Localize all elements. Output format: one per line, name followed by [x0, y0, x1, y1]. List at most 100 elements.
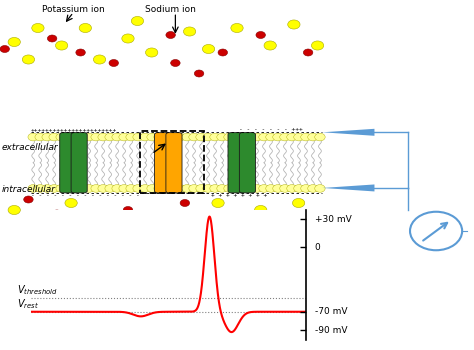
- Circle shape: [166, 32, 175, 38]
- Circle shape: [146, 48, 158, 57]
- Circle shape: [105, 133, 115, 141]
- Circle shape: [154, 184, 164, 192]
- Circle shape: [202, 44, 215, 54]
- Circle shape: [35, 133, 46, 141]
- Circle shape: [189, 184, 199, 192]
- Circle shape: [70, 184, 81, 192]
- Circle shape: [218, 214, 228, 220]
- Circle shape: [189, 133, 199, 141]
- Circle shape: [287, 184, 297, 192]
- Circle shape: [224, 184, 234, 192]
- Circle shape: [77, 184, 87, 192]
- Circle shape: [89, 212, 101, 222]
- Circle shape: [161, 184, 171, 192]
- Circle shape: [93, 55, 106, 64]
- Circle shape: [218, 49, 228, 56]
- Circle shape: [63, 133, 73, 141]
- Circle shape: [303, 49, 313, 56]
- Circle shape: [123, 206, 133, 214]
- Circle shape: [224, 133, 234, 141]
- Circle shape: [266, 133, 276, 141]
- Circle shape: [266, 184, 276, 192]
- Circle shape: [410, 212, 462, 250]
- FancyBboxPatch shape: [239, 133, 255, 193]
- Circle shape: [91, 184, 101, 192]
- Circle shape: [238, 133, 248, 141]
- Circle shape: [196, 133, 206, 141]
- FancyBboxPatch shape: [155, 133, 171, 193]
- Circle shape: [217, 184, 227, 192]
- Text: + + + + + + + +: + + + + + + + +: [211, 193, 267, 198]
- Circle shape: [84, 133, 94, 141]
- Text: $V_{threshold}$: $V_{threshold}$: [17, 283, 58, 297]
- Circle shape: [238, 184, 248, 192]
- Circle shape: [133, 133, 143, 141]
- Circle shape: [8, 37, 20, 47]
- Text: - - - - - - - - - - - - - - -: - - - - - - - - - - - - - - -: [31, 193, 139, 198]
- Circle shape: [308, 133, 318, 141]
- Circle shape: [280, 184, 290, 192]
- Circle shape: [183, 212, 196, 222]
- Circle shape: [91, 133, 101, 141]
- FancyBboxPatch shape: [60, 133, 76, 193]
- Circle shape: [35, 184, 46, 192]
- Circle shape: [210, 184, 220, 192]
- Text: $V_{rest}$: $V_{rest}$: [17, 297, 39, 311]
- Circle shape: [252, 133, 262, 141]
- Text: extracellular: extracellular: [2, 142, 58, 152]
- Circle shape: [140, 184, 150, 192]
- FancyBboxPatch shape: [228, 133, 244, 193]
- Circle shape: [264, 41, 276, 50]
- Circle shape: [180, 199, 190, 206]
- Circle shape: [182, 184, 192, 192]
- Circle shape: [259, 184, 269, 192]
- Circle shape: [183, 27, 196, 36]
- Circle shape: [292, 198, 305, 208]
- Circle shape: [315, 133, 325, 141]
- Circle shape: [294, 133, 304, 141]
- Circle shape: [245, 184, 255, 192]
- Circle shape: [22, 55, 35, 64]
- Circle shape: [24, 196, 33, 203]
- Circle shape: [0, 46, 9, 52]
- Circle shape: [119, 133, 129, 141]
- Text: -90 mV: -90 mV: [315, 326, 347, 335]
- Circle shape: [301, 184, 311, 192]
- Circle shape: [49, 184, 59, 192]
- Circle shape: [273, 133, 283, 141]
- Circle shape: [231, 216, 243, 225]
- Circle shape: [28, 133, 38, 141]
- Circle shape: [256, 32, 265, 38]
- Text: - - - - - - - +++: - - - - - - - +++: [239, 127, 303, 132]
- Circle shape: [231, 133, 241, 141]
- Circle shape: [56, 184, 66, 192]
- Circle shape: [90, 220, 100, 228]
- Circle shape: [294, 184, 304, 192]
- Circle shape: [77, 133, 87, 141]
- Circle shape: [140, 133, 150, 141]
- Circle shape: [112, 133, 122, 141]
- Circle shape: [42, 133, 53, 141]
- Circle shape: [126, 184, 137, 192]
- Circle shape: [175, 133, 185, 141]
- Polygon shape: [322, 129, 374, 136]
- Circle shape: [196, 184, 206, 192]
- Circle shape: [49, 133, 59, 141]
- Circle shape: [280, 133, 290, 141]
- Circle shape: [122, 34, 134, 43]
- Circle shape: [161, 133, 171, 141]
- Text: -70 mV: -70 mV: [315, 307, 347, 316]
- FancyBboxPatch shape: [166, 133, 182, 193]
- Circle shape: [203, 184, 213, 192]
- Circle shape: [36, 216, 49, 225]
- Circle shape: [109, 60, 118, 66]
- Circle shape: [133, 184, 143, 192]
- Circle shape: [283, 219, 295, 229]
- Circle shape: [315, 184, 325, 192]
- Circle shape: [210, 133, 220, 141]
- Circle shape: [255, 205, 267, 215]
- Circle shape: [273, 184, 283, 192]
- Circle shape: [147, 133, 157, 141]
- Circle shape: [231, 184, 241, 192]
- Circle shape: [112, 184, 122, 192]
